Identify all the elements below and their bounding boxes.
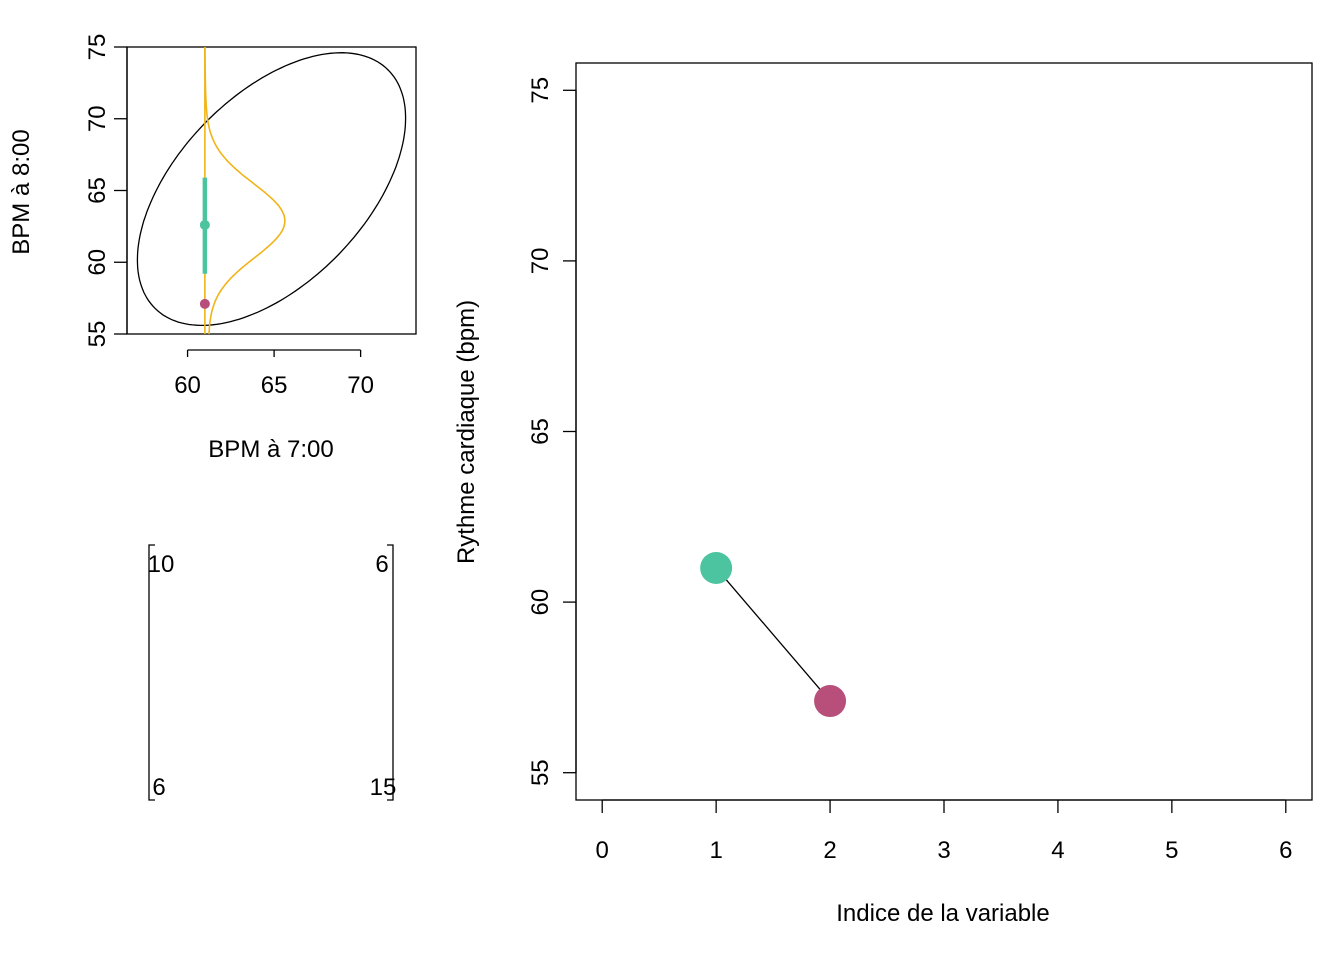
- heart-rate-y-axis: 55 60 65 70 75: [527, 77, 577, 786]
- y-tick-label: 55: [84, 321, 111, 348]
- x-tick-label: 2: [823, 837, 836, 864]
- bivariate-y-label: BPM à 8:00: [8, 129, 35, 254]
- heart-rate-x-label: Indice de la variable: [836, 900, 1049, 927]
- y-tick-label: 55: [527, 759, 554, 786]
- table-cell-top-left: 10: [148, 551, 175, 578]
- y-tick-label: 65: [527, 418, 554, 445]
- x-tick-label: 0: [596, 837, 609, 864]
- x-tick-label: 1: [709, 837, 722, 864]
- observed-point: [199, 298, 210, 309]
- covariance-table: 10 6 6 15: [148, 544, 397, 801]
- x-tick-label: 5: [1165, 837, 1178, 864]
- x-tick-label: 4: [1051, 837, 1064, 864]
- heart-rate-plot-frame: [575, 62, 1313, 801]
- y-tick-label: 60: [84, 249, 111, 276]
- predicted-point: [199, 219, 210, 230]
- heart-rate-plot: 0 1 2 3 4 5 6 55 60 65 70 75 Indice de la variable…: [453, 62, 1313, 927]
- bivariate-plot: 60 65 70 55 60 65 70 75 BPM à 7:00 BPM à 8:00: [8, 34, 417, 463]
- bivariate-plot-frame: [126, 46, 417, 335]
- x-tick-label: 70: [347, 372, 374, 399]
- left-bracket: [148, 544, 155, 801]
- x-tick-label: 3: [937, 837, 950, 864]
- heart-rate-y-label: Rythme cardiaque (bpm): [453, 300, 480, 564]
- table-cell-bottom-left: 6: [152, 774, 165, 801]
- bivariate-x-label: BPM à 7:00: [208, 436, 333, 463]
- table-cell-bottom-right: 15: [370, 774, 397, 801]
- x-tick-label: 6: [1279, 837, 1292, 864]
- y-tick-label: 60: [527, 589, 554, 616]
- index-x-axis: 0 1 2 3 4 5 6: [596, 799, 1292, 864]
- right-bracket: [387, 544, 394, 801]
- bivariate-y-axis: 55 60 65 70 75: [84, 34, 128, 348]
- y-tick-label: 75: [84, 34, 111, 61]
- y-tick-label: 75: [527, 77, 554, 104]
- series-line: [715, 567, 831, 702]
- confidence-ellipse: [136, 52, 407, 327]
- x-tick-label: 65: [261, 372, 288, 399]
- y-tick-label: 70: [527, 248, 554, 275]
- y-tick-label: 70: [84, 105, 111, 132]
- table-cell-top-right: 6: [375, 551, 388, 578]
- conditional-density-curve: [204, 47, 286, 335]
- bivariate-x-axis: 60 65 70: [174, 349, 374, 399]
- data-point-1: [700, 551, 733, 584]
- x-tick-label: 60: [174, 372, 201, 399]
- data-point-2: [814, 685, 847, 718]
- y-tick-label: 65: [84, 177, 111, 204]
